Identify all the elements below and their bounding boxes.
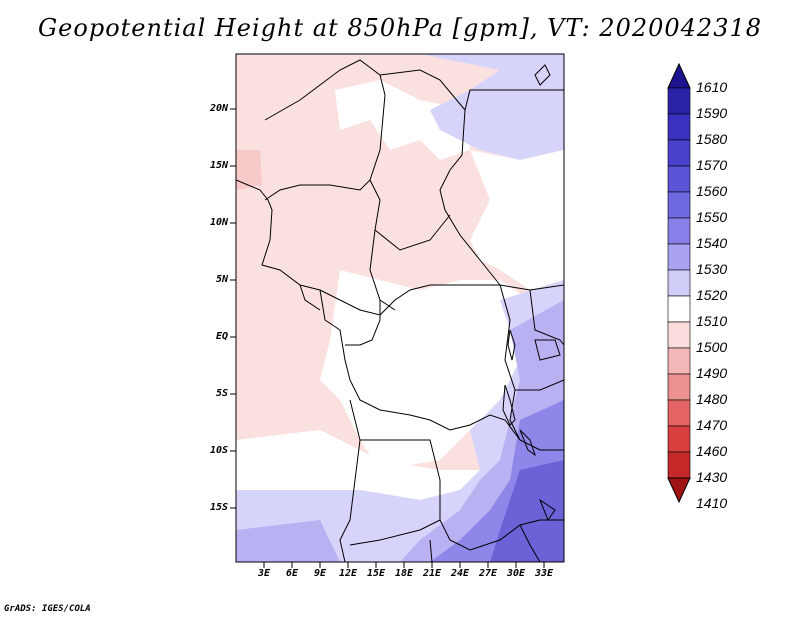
colorbar-label: 1570 [696,157,728,173]
lon-label: 18E [394,568,414,579]
colorbar-label: 1580 [696,131,728,147]
colorbar-label: 1520 [696,287,728,303]
colorbar-top-arrow [667,62,691,89]
field-white-north [335,80,470,160]
colorbar [667,62,691,504]
field-white-central [320,270,530,470]
colorbar-label: 1590 [696,105,728,121]
lon-label: 30E [506,568,526,579]
colorbar-swatch [667,113,691,141]
axis-ticks [230,108,545,568]
field-pink-patch [236,150,262,190]
colorbar-label: 1500 [696,339,728,355]
colorbar-swatch [667,191,691,219]
lon-label: 6E [285,568,299,579]
colorbar-swatch [667,347,691,375]
colorbar-swatch [667,373,691,401]
lat-label: 10S [209,445,228,456]
footer-credit: GrADS: IGES/COLA [4,604,91,614]
height-field [236,54,564,562]
colorbar-bottom-arrow [667,477,691,504]
lon-label: 24E [450,568,470,579]
colorbar-swatch [667,321,691,349]
colorbar-swatch [667,217,691,245]
colorbar-label: 1470 [696,417,728,433]
colorbar-label: 1530 [696,261,728,277]
colorbar-swatch [667,425,691,453]
field-blue-2-southwest [236,520,340,562]
field-lavender-northeast [420,54,564,160]
colorbar-swatch [667,87,691,115]
colorbar-label: 1610 [696,79,728,95]
field-white-south [236,430,480,500]
lon-label: 15E [366,568,386,579]
lon-label: 21E [422,568,442,579]
colorbar-swatch [667,139,691,167]
colorbar-swatch [667,399,691,427]
lon-label: 27E [478,568,498,579]
colorbar-label: 1430 [696,469,728,485]
colorbar-swatch [667,165,691,193]
lat-label: 5S [215,388,228,399]
lat-label: 15S [209,502,228,513]
lon-label: 33E [534,568,554,579]
lon-label: 3E [257,568,271,579]
field-white-east [470,150,564,290]
country-borders [236,59,564,562]
colorbar-swatch [667,243,691,271]
lat-label: 10N [209,217,228,228]
colorbar-label: 1550 [696,209,728,225]
plot-frame [235,53,565,563]
colorbar-label: 1460 [696,443,728,459]
colorbar-swatch [667,451,691,479]
lon-label: 12E [338,568,358,579]
colorbar-label: 1410 [696,495,728,511]
map-title: Geopotential Height at 850hPa [gpm], VT:… [38,14,762,42]
colorbar-label: 1510 [696,313,728,329]
colorbar-label: 1560 [696,183,728,199]
lat-label: 15N [209,160,228,171]
lat-label: 5N [215,274,228,285]
colorbar-label: 1490 [696,365,728,381]
colorbar-label: 1480 [696,391,728,407]
colorbar-swatch [667,269,691,297]
field-blue-4 [490,460,564,562]
colorbar-swatch [667,295,691,323]
lat-label: EQ [215,331,228,342]
colorbar-label: 1540 [696,235,728,251]
lat-label: 20N [209,103,228,114]
lon-label: 9E [313,568,327,579]
